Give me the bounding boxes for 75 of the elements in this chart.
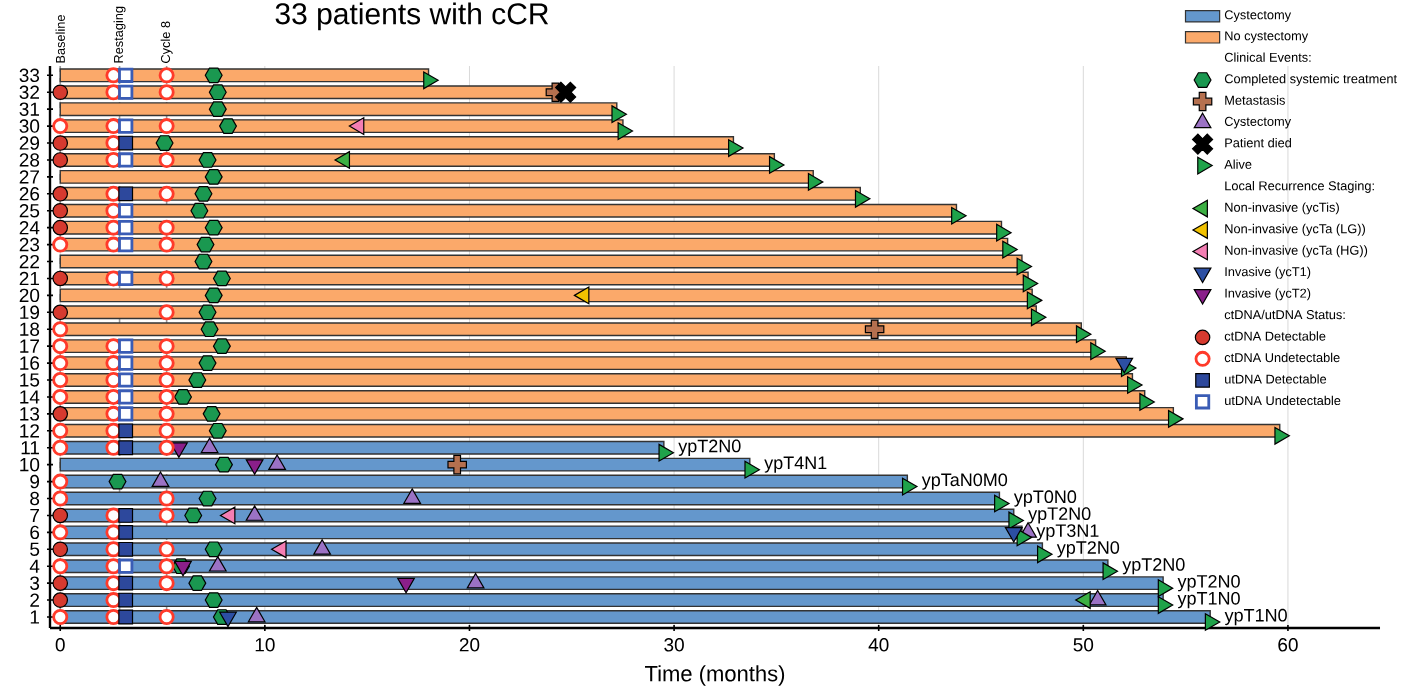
annotation: ypT0N0	[1013, 490, 1077, 507]
legend-label: Alive	[1224, 159, 1252, 169]
y-tick-label: 31	[19, 102, 39, 116]
annotation: ypT3N1	[1036, 524, 1099, 541]
legend-label: Non-invasive (ycTa (HG))	[1225, 245, 1368, 258]
y-tick-label: 6	[30, 525, 40, 540]
y-tick-label: 24	[19, 221, 40, 235]
y-tick-label: 22	[19, 254, 39, 269]
y-tick-label: 8	[30, 491, 40, 506]
y-tick-label: 7	[30, 508, 39, 522]
annotation: ypT2N0	[1028, 507, 1091, 524]
y-tick-label: 11	[21, 441, 39, 455]
legend-label: Non-invasive (ycTa (LG))	[1225, 223, 1365, 236]
y-tick-label: 5	[30, 542, 40, 556]
y-tick-label: 10	[20, 457, 40, 472]
annotation: ypTaN0M0	[921, 473, 1008, 490]
y-tick-label: 17	[20, 339, 39, 353]
y-tick-label: 13	[20, 407, 40, 421]
y-tick-label: 25	[19, 204, 40, 218]
legend-label: ctDNA Detectable	[1224, 331, 1326, 341]
legend-label: Invasive (ycT2)	[1225, 288, 1311, 301]
y-tick-label: 33	[19, 68, 40, 83]
legend-label: Patient died	[1225, 137, 1292, 148]
ref-line-label: Restaging	[113, 6, 126, 63]
annotation: Local Recurrence Staging:	[1225, 180, 1374, 193]
y-tick-label: 23	[19, 237, 40, 252]
ref-line-label: Baseline	[55, 15, 65, 63]
legend-label: Completed systemic treatment	[1224, 73, 1397, 86]
y-tick-label: 16	[20, 356, 40, 370]
y-tick-label: 19	[20, 305, 40, 320]
annotation: ypT1N0	[1224, 608, 1287, 626]
y-tick-label: 14	[20, 390, 40, 404]
x-tick-label: 0	[55, 638, 65, 652]
chart-title: 33 patients with cCR	[275, 2, 549, 31]
legend-label: utDNA Detectable	[1225, 374, 1327, 384]
y-tick-label: 28	[19, 153, 40, 167]
x-tick-label: 10	[255, 638, 275, 652]
y-tick-label: 21	[19, 271, 39, 286]
x-tick-label: 50	[1073, 638, 1094, 652]
y-tick-label: 2	[30, 593, 39, 607]
legend-label: No cystectomy	[1225, 31, 1309, 43]
y-tick-label: 4	[29, 559, 40, 573]
x-tick-label: 40	[868, 638, 889, 652]
legend-label: Invasive (ycT1)	[1225, 266, 1311, 279]
annotation: ctDNA/utDNA Status:	[1224, 309, 1345, 320]
legend-label: ctDNA Undetectable	[1224, 352, 1340, 363]
annotation: ypT2N0	[1122, 558, 1185, 575]
y-tick-label: 12	[20, 424, 39, 438]
ref-line-label: Cycle 8	[160, 21, 173, 63]
y-tick-label: 3	[30, 576, 40, 590]
x-tick-label: 20	[459, 638, 480, 652]
legend-label: Cystectomy	[1224, 116, 1292, 129]
annotation: ypT4N1	[764, 456, 827, 473]
legend-label: utDNA Undetectable	[1225, 395, 1341, 406]
y-tick-label: 32	[19, 85, 39, 99]
x-axis-title: Time (months)	[645, 665, 785, 686]
annotation: ypT2N0	[1056, 541, 1120, 558]
y-tick-label: 18	[20, 322, 40, 336]
y-tick-label: 20	[19, 288, 40, 303]
y-tick-label: 9	[30, 474, 40, 489]
y-tick-label: 27	[19, 170, 39, 184]
annotation: ypT2N0	[678, 439, 741, 456]
annotation: ypT2N0	[1177, 574, 1240, 592]
x-tick-label: 30	[664, 638, 684, 652]
y-tick-label: 1	[30, 610, 39, 624]
y-tick-label: 26	[19, 187, 40, 201]
y-tick-label: 29	[19, 136, 40, 150]
text: Clinical Events:	[1224, 52, 1311, 62]
y-tick-label: 15	[20, 373, 40, 387]
annotation: ypT1N0	[1177, 591, 1240, 609]
y-tick-label: 30	[19, 119, 40, 133]
legend-label: Non-invasive (ycTis)	[1225, 202, 1339, 215]
legend-label: Metastasis	[1225, 95, 1285, 105]
x-tick-label: 60	[1278, 638, 1298, 652]
legend-label: Cystectomy	[1224, 10, 1292, 22]
